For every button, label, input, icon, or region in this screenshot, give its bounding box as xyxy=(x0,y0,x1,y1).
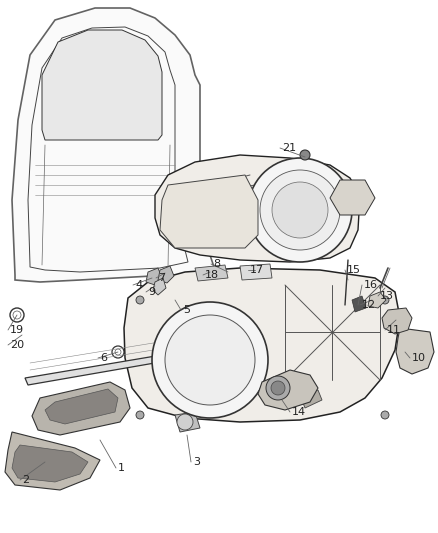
Polygon shape xyxy=(195,265,228,281)
Circle shape xyxy=(165,315,255,405)
Polygon shape xyxy=(175,412,200,432)
Text: 3: 3 xyxy=(193,457,200,467)
Polygon shape xyxy=(155,155,360,262)
Circle shape xyxy=(260,170,340,250)
Text: 2: 2 xyxy=(22,475,29,485)
Text: 1: 1 xyxy=(118,463,125,473)
Text: 17: 17 xyxy=(250,265,264,275)
Polygon shape xyxy=(5,432,100,490)
Polygon shape xyxy=(160,175,258,248)
Polygon shape xyxy=(25,346,218,385)
Text: 15: 15 xyxy=(347,265,361,275)
Circle shape xyxy=(381,411,389,419)
Polygon shape xyxy=(42,30,162,140)
Text: 12: 12 xyxy=(362,300,376,310)
Circle shape xyxy=(152,302,268,418)
Polygon shape xyxy=(240,264,272,280)
Text: 16: 16 xyxy=(364,280,378,290)
Polygon shape xyxy=(12,445,88,482)
Circle shape xyxy=(136,411,144,419)
Polygon shape xyxy=(45,389,118,424)
Polygon shape xyxy=(382,308,412,334)
Circle shape xyxy=(248,158,352,262)
Polygon shape xyxy=(396,328,434,374)
Polygon shape xyxy=(352,296,366,312)
Polygon shape xyxy=(258,370,318,410)
Circle shape xyxy=(136,296,144,304)
Circle shape xyxy=(266,376,290,400)
Text: 7: 7 xyxy=(158,273,165,283)
Polygon shape xyxy=(124,268,400,422)
Polygon shape xyxy=(158,266,174,283)
Text: 20: 20 xyxy=(10,340,24,350)
Polygon shape xyxy=(300,390,322,408)
Text: 18: 18 xyxy=(205,270,219,280)
Text: 9: 9 xyxy=(148,287,155,297)
Polygon shape xyxy=(146,268,162,285)
Polygon shape xyxy=(330,180,375,215)
Polygon shape xyxy=(368,292,386,308)
Circle shape xyxy=(272,182,328,238)
Text: 14: 14 xyxy=(292,407,306,417)
Text: 5: 5 xyxy=(183,305,190,315)
Circle shape xyxy=(300,150,310,160)
Polygon shape xyxy=(32,382,130,435)
Polygon shape xyxy=(153,278,166,295)
Text: 11: 11 xyxy=(387,325,401,335)
Text: 13: 13 xyxy=(380,291,394,301)
Circle shape xyxy=(381,296,389,304)
Text: 4: 4 xyxy=(135,280,142,290)
Text: 6: 6 xyxy=(100,353,107,363)
Text: 21: 21 xyxy=(282,143,296,153)
Text: 19: 19 xyxy=(10,325,24,335)
Polygon shape xyxy=(12,8,218,285)
Circle shape xyxy=(177,414,193,430)
Circle shape xyxy=(271,381,285,395)
Text: 8: 8 xyxy=(213,259,220,269)
Text: 10: 10 xyxy=(412,353,426,363)
